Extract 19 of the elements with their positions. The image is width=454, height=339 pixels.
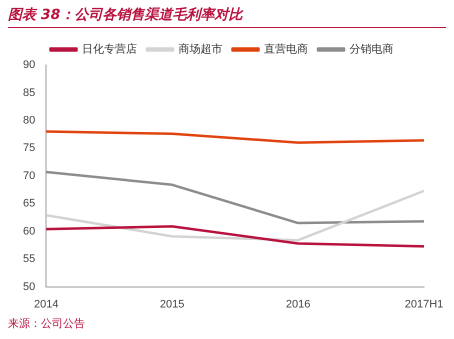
- legend-label: 日化专营店: [82, 42, 137, 56]
- y-tick-label: 80: [22, 114, 36, 126]
- x-tick-label: 2017H1: [404, 298, 444, 310]
- y-tick-label: 65: [22, 198, 36, 210]
- legend-label: 分销电商: [350, 42, 394, 56]
- x-tick-label: 2015: [160, 298, 184, 310]
- y-tick-label: 70: [22, 170, 36, 182]
- y-tick-label: 85: [22, 86, 36, 99]
- legend-label: 商场超市: [178, 42, 222, 56]
- y-tick-label: 90: [22, 59, 36, 72]
- y-tick-label: 75: [22, 142, 36, 154]
- source-note: 来源：公司公告: [8, 316, 85, 331]
- chart-title: 图表 38：公司各销售渠道毛利率对比: [8, 6, 446, 28]
- x-tick-label: 2014: [34, 298, 58, 310]
- legend-label: 直营电商: [264, 42, 308, 56]
- x-tick-label: 2016: [286, 298, 310, 310]
- y-tick-label: 55: [22, 253, 36, 266]
- y-tick-label: 50: [22, 280, 36, 293]
- y-tick-label: 60: [22, 225, 36, 238]
